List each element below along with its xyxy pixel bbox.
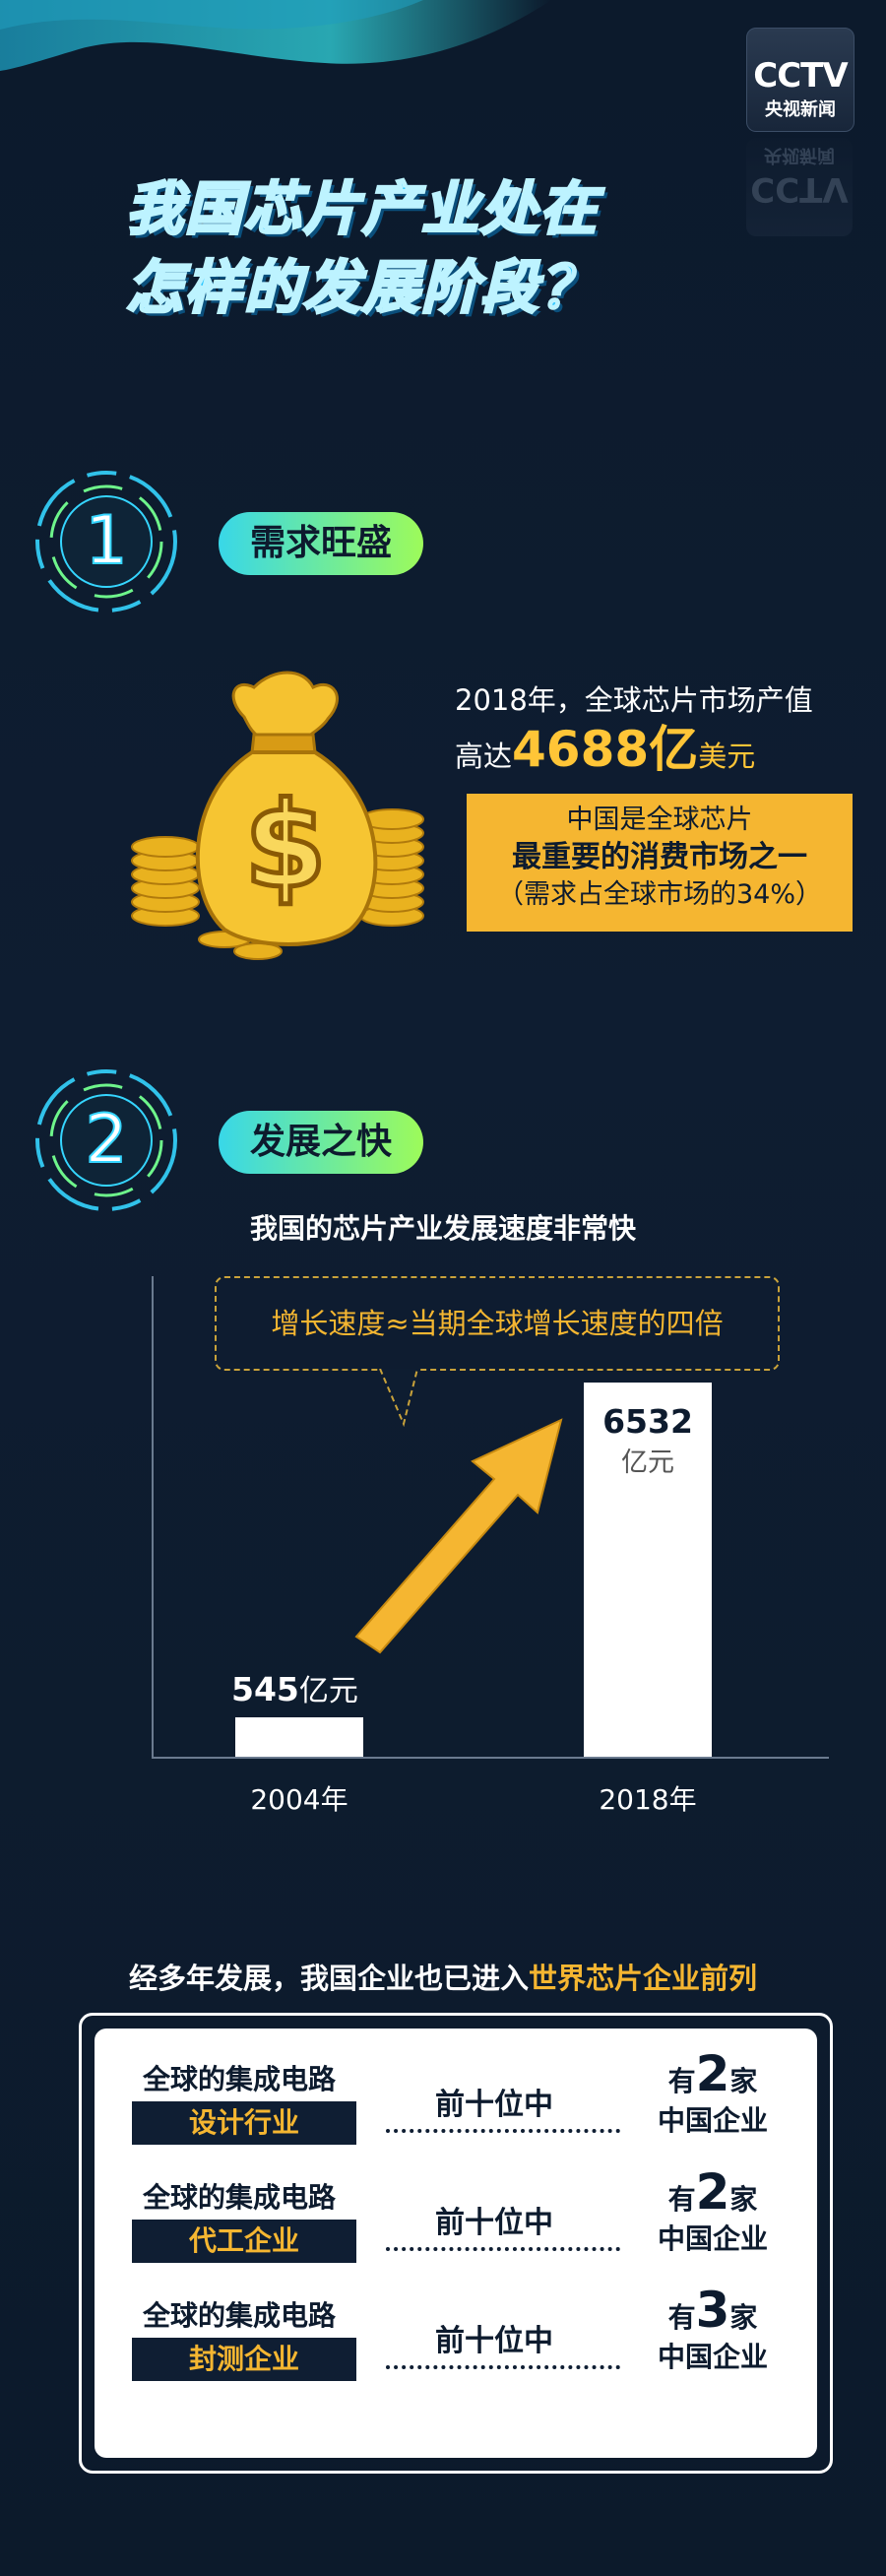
row-count: 2 [695,2045,730,2102]
market-line-1: 2018年，全球芯片市场产值 [455,683,813,717]
box-line-2: 最重要的消费市场之一 [512,840,807,874]
row-dotted-line [386,2247,620,2251]
companies-panel: 全球的集成电路 设计行业 前十位中 有2家 中国企业 全球的集成电路 代工企业 … [95,2029,817,2458]
row-result-text: 中国企业 [657,2341,768,2373]
company-row-packaging: 全球的集成电路 封测企业 前十位中 有3家 中国企业 [95,2286,817,2401]
chart-value-label-0: 545亿元 [231,1666,358,1709]
logo-reflection-sub: 央视新闻 [764,145,835,165]
callout-tail [379,1369,418,1428]
market-line-2: 高达4688亿美元 [455,725,813,781]
row-sector: 设计行业 [132,2101,356,2145]
row-sector: 代工企业 [132,2220,356,2263]
growth-arrow-icon [354,1418,563,1654]
companies-title-highlight: 世界芯片企业前列 [529,1962,758,1995]
cctv-logo-reflection: CCTV 央视新闻 [746,138,853,236]
title-line-2: 怎样的发展阶段？ [124,253,600,323]
row-middle: 前十位中 [435,2088,553,2122]
row-result-text: 中国企业 [657,2104,768,2137]
chart-bar-1 [584,1383,712,1757]
row-category: 全球的集成电路 [142,2299,336,2332]
row-result: 有3家 中国企业 [634,2286,791,2377]
row-suffix: 家 [729,2183,758,2216]
market-unit: 美元 [698,740,756,773]
chart-tick-label-1: 2018年 [599,1783,697,1816]
row-suffix: 家 [729,2065,758,2097]
row-result-text: 中国企业 [657,2222,768,2255]
row-prefix: 有 [667,2301,696,2334]
row-prefix: 有 [667,2065,696,2097]
row-count: 2 [695,2163,730,2221]
value-number: 6532 [602,1402,693,1441]
chart-value-label-1: 6532 亿元 [584,1402,712,1479]
companies-title-prefix: 经多年发展，我国企业也已进入 [128,1962,529,1995]
company-row-design: 全球的集成电路 设计行业 前十位中 有2家 中国企业 [95,2049,817,2164]
row-dotted-line [386,2365,620,2369]
svg-text:$: $ [244,778,327,915]
market-value-text: 2018年，全球芯片市场产值 高达4688亿美元 [455,676,813,781]
number-badge-2: 2 [35,1069,177,1211]
market-prefix: 高达 [455,740,513,773]
row-prefix: 有 [667,2183,696,2216]
row-middle: 前十位中 [435,2206,553,2240]
section-heading-speed: 发展之快 [219,1111,424,1174]
chart-bar-0 [235,1717,363,1757]
logo-reflection-mark: CCTV [750,169,849,209]
row-category: 全球的集成电路 [142,2063,336,2095]
value-unit: 亿元 [621,1448,674,1478]
header-swoosh [0,0,551,71]
row-middle: 前十位中 [435,2324,553,2358]
row-dotted-line [386,2129,620,2133]
value-unit: 亿元 [298,1674,358,1708]
logo-mark: CCTV [753,56,848,96]
cctv-logo: CCTV 央视新闻 [746,28,854,132]
row-sector: 封测企业 [132,2338,356,2381]
market-value: 4688亿 [512,721,699,778]
box-line-3: （需求占全球市场的34%） [496,879,822,910]
chart-title: 我国的芯片产业发展速度非常快 [249,1212,636,1245]
page-title: 我国芯片产业处在 怎样的发展阶段？ [124,169,600,327]
row-suffix: 家 [729,2301,758,2334]
row-result: 有2家 中国企业 [634,2167,791,2259]
row-result: 有2家 中国企业 [634,2049,791,2141]
companies-panel-frame [79,2013,833,2474]
companies-title: 经多年发展，我国企业也已进入世界芯片企业前列 [0,1956,886,1997]
badge-number-2: 2 [85,1101,127,1179]
growth-callout: 增长速度≈当期全球增长速度的四倍 [215,1276,780,1371]
number-badge-1: 1 [35,471,177,612]
row-count: 3 [695,2282,730,2339]
badge-number-1: 1 [85,502,127,580]
consumer-market-box: 中国是全球芯片 最重要的消费市场之一 （需求占全球市场的34%） [467,794,853,932]
row-category: 全球的集成电路 [142,2181,336,2214]
section-heading-demand: 需求旺盛 [219,512,424,575]
company-row-foundry: 全球的集成电路 代工企业 前十位中 有2家 中国企业 [95,2167,817,2283]
box-line-1: 中国是全球芯片 [566,805,753,835]
title-line-1: 我国芯片产业处在 [124,174,600,244]
money-bag-icon: $ [131,671,424,960]
chart-y-axis [152,1276,154,1759]
value-number: 545 [231,1670,299,1708]
chart-x-axis [152,1757,829,1759]
logo-sub: 央视新闻 [765,99,836,120]
chart-tick-label-0: 2004年 [250,1783,348,1816]
